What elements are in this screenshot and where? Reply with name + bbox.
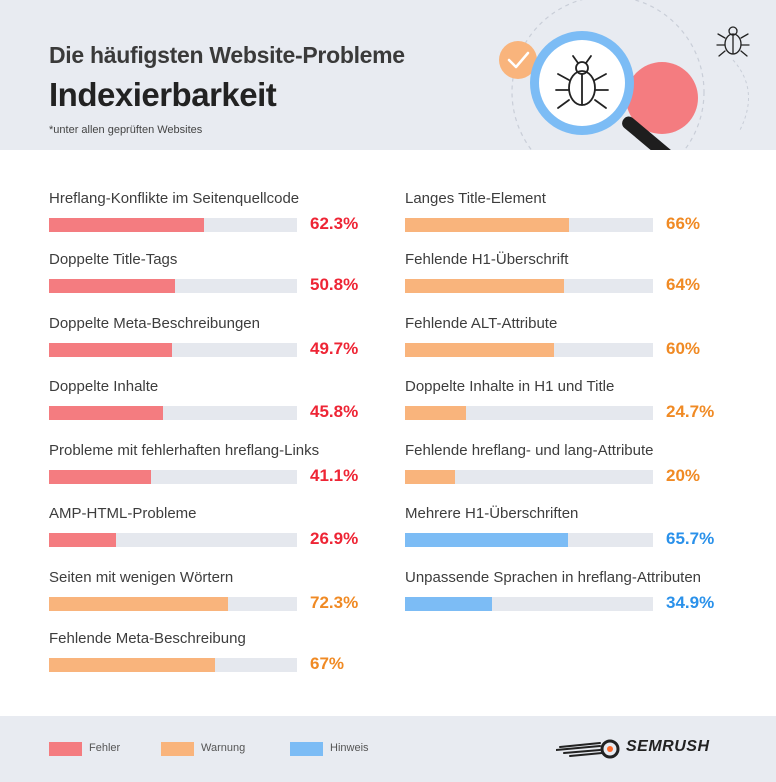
bar-label: Doppelte Inhalte — [49, 378, 159, 395]
bar-label: Fehlende hreflang- und lang-Attribute — [405, 442, 654, 459]
bar-label: Probleme mit fehlerhaften hreflang-Links — [49, 442, 320, 459]
bar-track — [49, 597, 297, 611]
bar-track — [405, 343, 653, 357]
bar-value-label: 45.8% — [310, 402, 359, 421]
bar-value-label: 64% — [666, 275, 701, 294]
bar — [405, 218, 569, 232]
bar-row: Doppelte Meta-Beschreibungen 49.7% — [49, 315, 379, 371]
bar-value-label: 20% — [666, 466, 701, 485]
bar — [49, 533, 116, 547]
bar — [405, 406, 467, 420]
bar-row: Fehlende H1-Überschrift 64% — [405, 251, 735, 307]
bar — [49, 406, 163, 420]
footnote: *unter allen geprüften Websites — [49, 124, 203, 136]
bar-row: Mehrere H1-Überschriften 65.7% — [405, 505, 735, 561]
bar-label: Fehlende ALT-Attribute — [405, 315, 558, 332]
brand-logo: SEMRUSH — [555, 738, 722, 760]
bar-label: Langes Title-Element — [405, 190, 546, 207]
bar-label: Doppelte Inhalte in H1 und Title — [405, 378, 615, 395]
bar-value-label: 26.9% — [310, 529, 359, 548]
bar — [405, 279, 564, 293]
bar — [405, 533, 568, 547]
bar-track — [49, 343, 297, 357]
bar-row: Langes Title-Element 66% — [405, 190, 735, 246]
bar — [405, 470, 455, 484]
legend-swatch-warning — [161, 742, 194, 756]
bar — [405, 597, 492, 611]
bar-value-label: 72.3% — [310, 593, 359, 612]
bar-track — [405, 406, 653, 420]
legend-label-error: Fehler — [89, 742, 121, 754]
bar — [49, 597, 229, 611]
bar — [49, 218, 204, 232]
footer: Fehler Warnung Hinweis SEMRUSH — [0, 716, 776, 782]
bar-track — [405, 470, 653, 484]
bar — [49, 343, 173, 357]
bar-track — [405, 279, 653, 293]
pink-circle-decoration — [626, 62, 698, 134]
bar-value-label: 67% — [310, 654, 345, 673]
bar-track — [49, 533, 297, 547]
header: Die häufigsten Website-Probleme Indexier… — [0, 0, 776, 150]
bar-track — [49, 218, 297, 232]
bar-value-label: 65.7% — [666, 529, 715, 548]
bar-label: Fehlende Meta-Beschreibung — [49, 630, 246, 647]
legend-swatch-error — [49, 742, 82, 756]
bar-value-label: 24.7% — [666, 402, 715, 421]
check-icon — [499, 41, 537, 79]
bar-label: Hreflang-Konflikte im Seitenquellcode — [49, 190, 300, 207]
bar-value-label: 66% — [666, 214, 701, 233]
bar-track — [49, 406, 297, 420]
bar-label: Mehrere H1-Überschriften — [405, 505, 579, 522]
bar-track — [49, 658, 297, 672]
bar-row: Fehlende Meta-Beschreibung 67% — [49, 630, 379, 686]
comet-icon — [555, 739, 620, 759]
legend-label-warning: Warnung — [201, 742, 246, 754]
bar-value-label: 60% — [666, 339, 701, 358]
chart-title: Die häufigsten Website-Probleme — [49, 42, 405, 68]
bar-track — [49, 279, 297, 293]
bar-row: Unpassende Sprachen in hreflang-Attribut… — [405, 569, 735, 625]
bar-row: Fehlende hreflang- und lang-Attribute 20% — [405, 442, 735, 498]
bar-label: Doppelte Meta-Beschreibungen — [49, 315, 260, 332]
bar-label: Doppelte Title-Tags — [49, 251, 178, 268]
bar-track — [405, 597, 653, 611]
bar-value-label: 49.7% — [310, 339, 359, 358]
bar-row: Hreflang-Konflikte im Seitenquellcode 62.… — [49, 190, 379, 246]
header-illustration — [499, 0, 750, 150]
bug-icon — [555, 55, 609, 109]
bar — [49, 658, 216, 672]
legend-swatch-notice — [290, 742, 323, 756]
bar-label: Unpassende Sprachen in hreflang-Attribut… — [405, 569, 702, 586]
bar — [49, 279, 175, 293]
small-bug-icon — [716, 26, 750, 57]
bar-row: Doppelte Title-Tags 50.8% — [49, 251, 379, 307]
bar-row: AMP-HTML-Probleme 26.9% — [49, 505, 379, 561]
bar-row: Probleme mit fehlerhaften hreflang-Links… — [49, 442, 379, 498]
bar-row: Seiten mit wenigen Wörtern 72.3% — [49, 569, 379, 625]
bar-value-label: 34.9% — [666, 593, 715, 612]
bar-value-label: 41.1% — [310, 466, 359, 485]
bar-label: Fehlende H1-Überschrift — [405, 251, 569, 268]
bar-value-label: 50.8% — [310, 275, 359, 294]
bar-row: Doppelte Inhalte 45.8% — [49, 378, 379, 434]
bar-row: Fehlende ALT-Attribute 60% — [405, 315, 735, 371]
brand-name: SEMRUSH — [626, 738, 710, 755]
bar-label: AMP-HTML-Probleme — [49, 505, 197, 522]
bar-label: Seiten mit wenigen Wörtern — [49, 569, 234, 586]
bar-value-label: 62.3% — [310, 214, 359, 233]
bar-row: Doppelte Inhalte in H1 und Title 24.7% — [405, 378, 735, 434]
bar-track — [405, 533, 653, 547]
legend-label-notice: Hinweis — [330, 742, 369, 754]
bar — [49, 470, 151, 484]
chart-subtitle: Indexierbarkeit — [49, 76, 277, 113]
bar-track — [405, 218, 653, 232]
bar — [405, 343, 554, 357]
bar-track — [49, 470, 297, 484]
